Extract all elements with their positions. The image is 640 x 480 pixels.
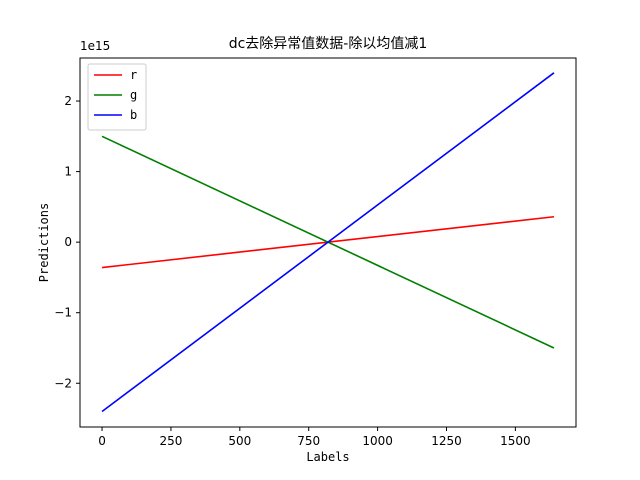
x-tick-label: 1250 <box>431 434 462 448</box>
legend-box <box>87 63 147 131</box>
y-tick-label: 1 <box>64 165 72 179</box>
x-tick-label: 0 <box>98 434 106 448</box>
legend: rgb <box>87 63 147 131</box>
x-tick-label: 500 <box>228 434 251 448</box>
chart-title: dc去除异常值数据-除以均值减1 <box>229 36 428 52</box>
x-tick-label: 750 <box>297 434 320 448</box>
y-axis-label: Predictions <box>37 203 51 282</box>
legend-label-b: b <box>130 108 137 122</box>
y-tick-label: −1 <box>54 306 72 320</box>
y-tick-label: −2 <box>54 376 72 390</box>
x-tick-label: 1500 <box>500 434 531 448</box>
legend-label-g: g <box>130 88 137 102</box>
y-tick-label: 2 <box>64 94 72 108</box>
y-axis: −2 −1 0 1 2 <box>54 94 80 390</box>
y-tick-label: 0 <box>64 235 72 249</box>
x-tick-label: 1000 <box>362 434 393 448</box>
x-axis-label: Labels <box>306 450 349 464</box>
series-line-b <box>101 72 555 413</box>
legend-label-r: r <box>130 68 137 82</box>
x-axis: 0 250 500 750 1000 1250 1500 <box>98 427 531 448</box>
x-tick-label: 250 <box>159 434 182 448</box>
series-layer <box>101 72 555 413</box>
y-axis-offset-text: 1e15 <box>80 39 110 53</box>
